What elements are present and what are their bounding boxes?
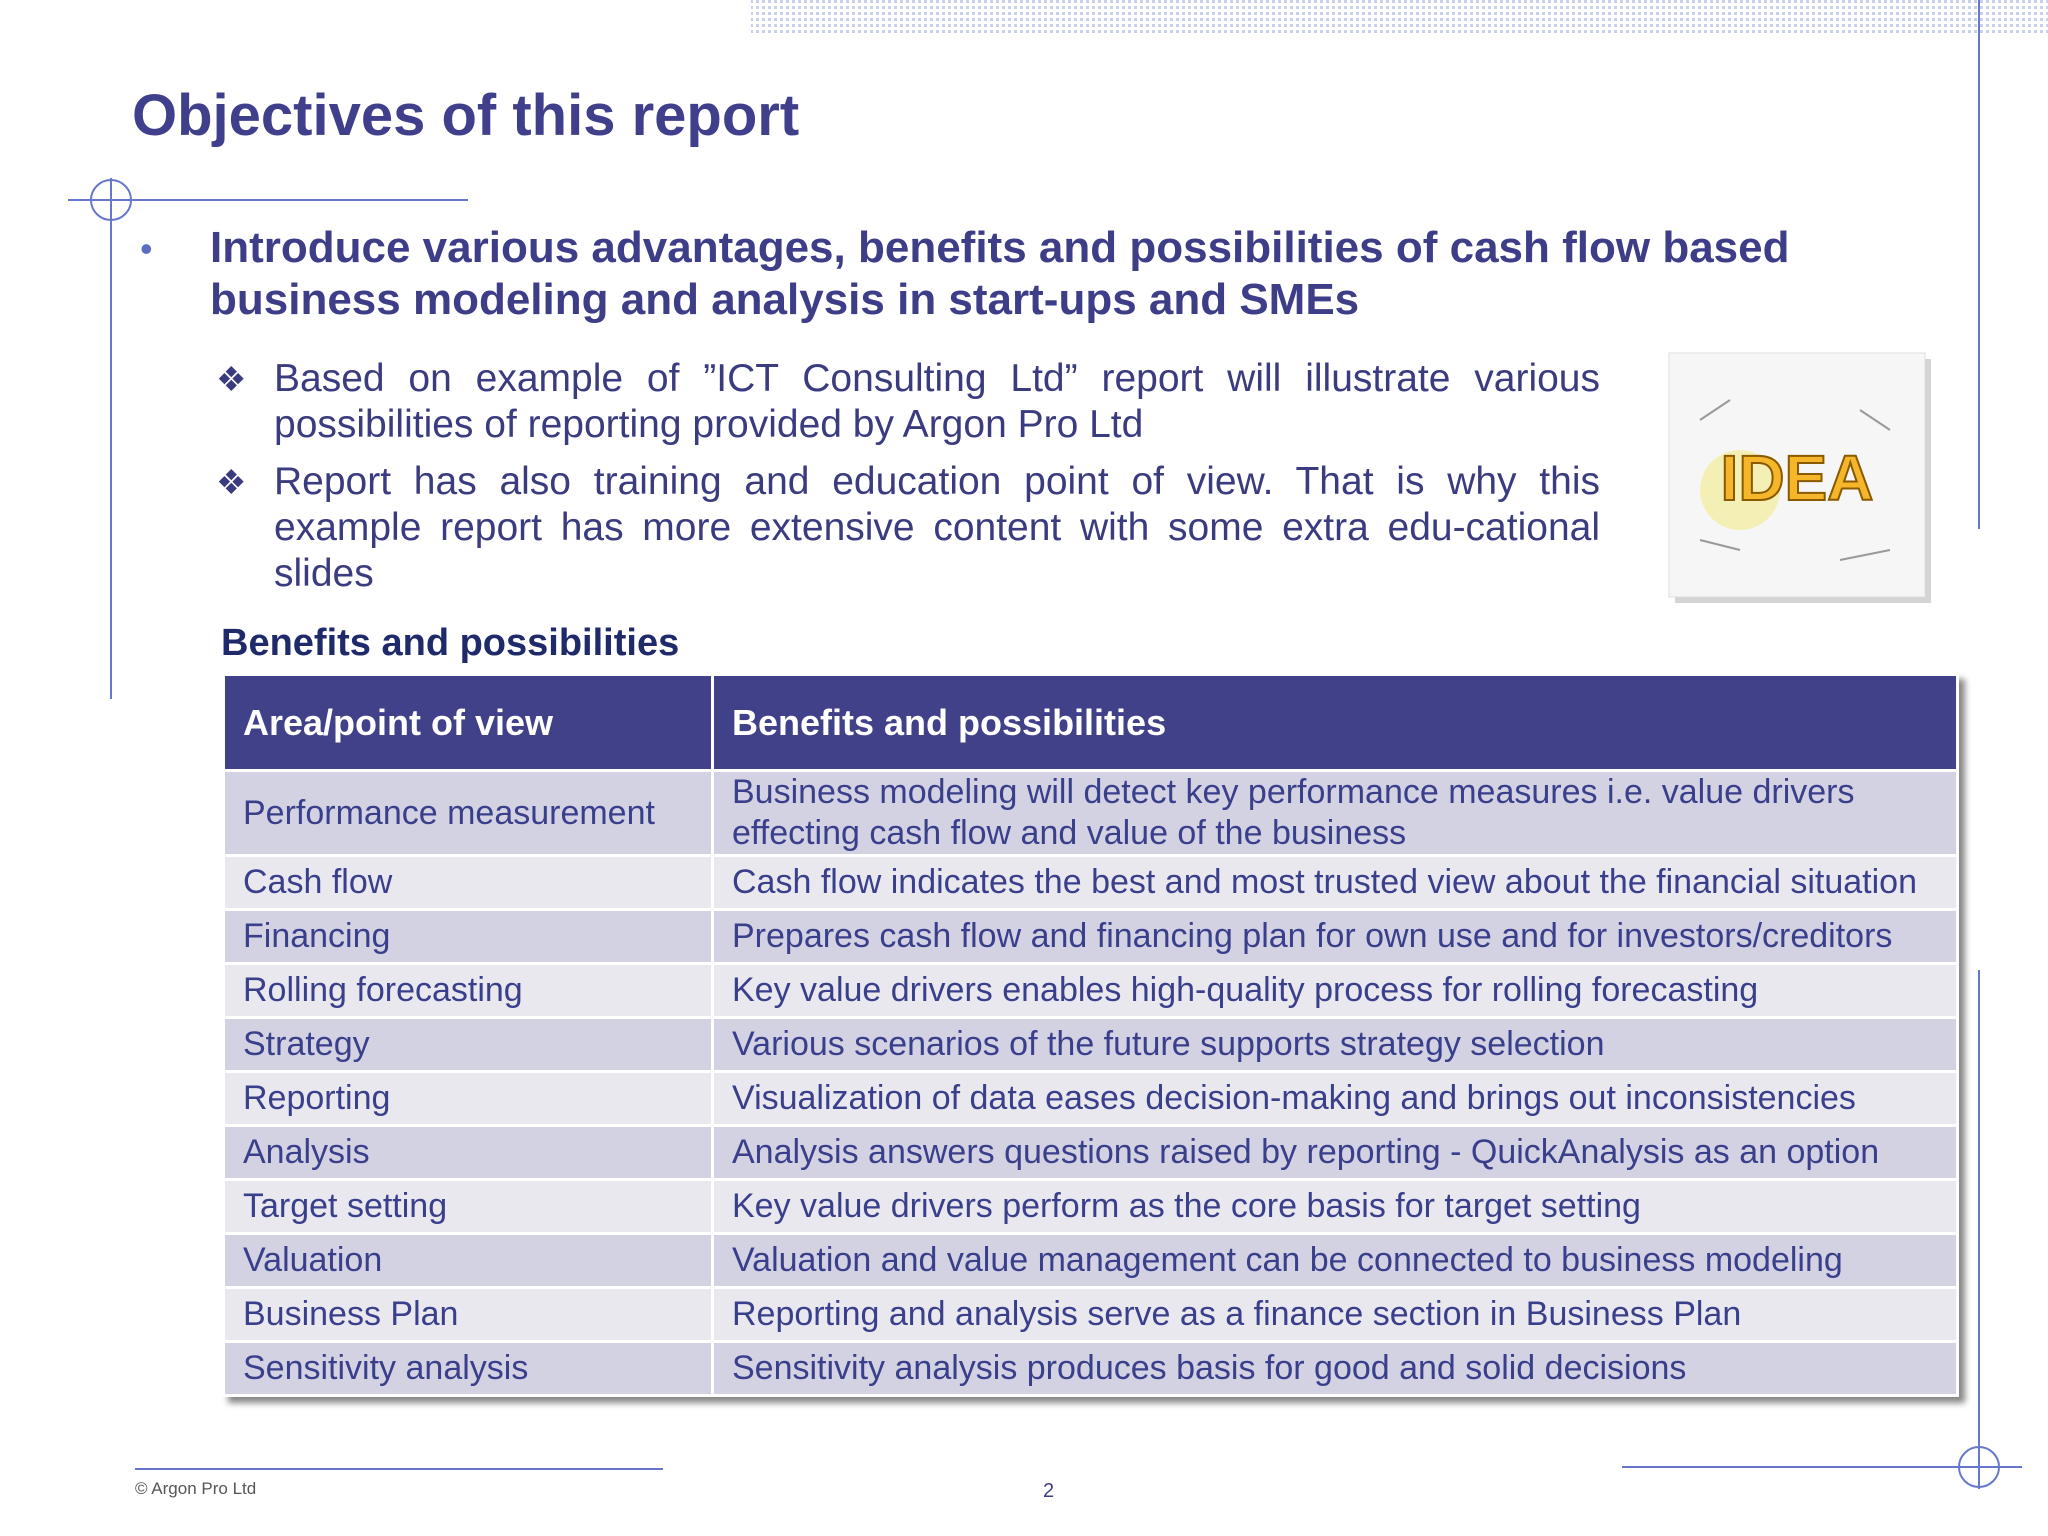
sub-bullet: Based on example of ”ICT Consulting Ltd”… (274, 357, 1600, 446)
bullet-marker: • (140, 228, 153, 269)
sub-bullet: Report has also training and education p… (274, 460, 1600, 595)
table: Area/point of view Benefits and possibil… (222, 673, 1959, 1397)
idea-image: IDEA (1668, 352, 1931, 603)
table-cell: Prepares cash flow and financing plan fo… (711, 908, 1959, 965)
table-cell: Strategy (222, 1016, 714, 1073)
table-row: Cash flow Cash flow indicates the best an… (222, 854, 1959, 911)
table-cell: Analysis (222, 1124, 714, 1181)
table-cell: Reporting (222, 1070, 714, 1127)
table-row: Strategy Various scenarios of the future … (222, 1016, 1959, 1073)
table-cell: Performance measurement (222, 769, 714, 857)
table-cell: Valuation (222, 1232, 714, 1289)
table-cell: Visualization of data eases decision-mak… (711, 1070, 1959, 1127)
table-cell: Cash flow indicates the best and most tr… (711, 854, 1959, 911)
bullet: Introduce various advantages, benefits a… (210, 223, 1790, 324)
table-cell: Financing (222, 908, 714, 965)
table-cell: Cash flow (222, 854, 714, 911)
table-cell: Rolling forecasting (222, 962, 714, 1019)
table-cell: Key value drivers perform as the core ba… (711, 1178, 1959, 1235)
header-cell: Benefits and possibilities (711, 673, 1959, 772)
table-cell: Business modeling will detect key perfor… (711, 769, 1959, 857)
crosshair (90, 179, 132, 221)
table-cell: Target setting (222, 1178, 714, 1235)
table-cell: Key value drivers enables high-quality p… (711, 962, 1959, 1019)
table-row: Reporting Visualization of data eases dec… (222, 1070, 1959, 1127)
table-row: Valuation Valuation and value management … (222, 1232, 1959, 1289)
table-row: Sensitivity analysis Sensitivity analysis… (222, 1340, 1959, 1397)
table-cell: Sensitivity analysis (222, 1340, 714, 1397)
table-body: Performance measurement Business modeling… (222, 769, 1959, 1397)
table-caption: Benefits and possibilities (221, 622, 680, 664)
table-row: Target setting Key value drivers perform … (222, 1178, 1959, 1235)
table-cell: Sensitivity analysis produces basis for … (711, 1340, 1959, 1397)
copyright: © Argon Pro Ltd (135, 1479, 257, 1498)
table-row: Rolling forecasting Key value drivers ena… (222, 962, 1959, 1019)
table-cell: Reporting and analysis serve as a financ… (711, 1286, 1959, 1343)
page-number: 2 (1043, 1480, 1055, 1502)
table-row: Financing Prepares cash flow and financin… (222, 908, 1959, 965)
title: Objectives of this report (132, 83, 800, 148)
table-row: Analysis Analysis answers questions raise… (222, 1124, 1959, 1181)
image-label: IDEA (1721, 442, 1874, 514)
bullet-marker: ❖ (216, 464, 247, 502)
bullet-marker: ❖ (216, 361, 247, 399)
header-cell: Area/point of view (222, 673, 714, 772)
table-cell: Business Plan (222, 1286, 714, 1343)
header-row: Area/point of view Benefits and possibil… (222, 673, 1959, 772)
table-cell: Analysis answers questions raised by rep… (711, 1124, 1959, 1181)
table-row: Performance measurement Business modeling… (222, 769, 1959, 857)
top-band (751, 0, 2048, 33)
table-cell: Various scenarios of the future supports… (711, 1016, 1959, 1073)
table-row: Business Plan Reporting and analysis serv… (222, 1286, 1959, 1343)
table-cell: Valuation and value management can be co… (711, 1232, 1959, 1289)
crosshair (1958, 1446, 2000, 1488)
